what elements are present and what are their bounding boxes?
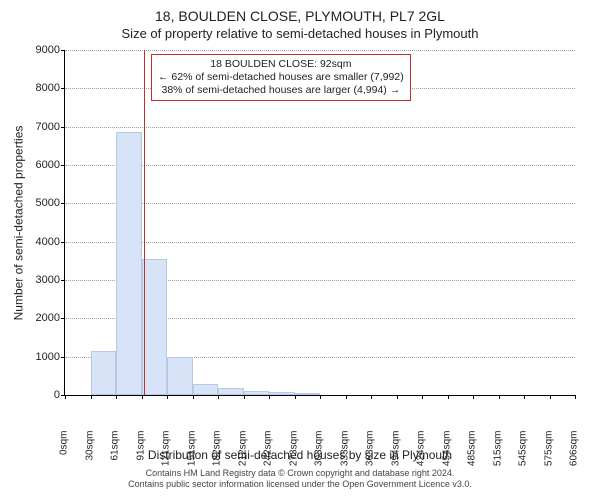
ytick-label: 8000: [8, 82, 60, 94]
annotation-line2: ← 62% of semi-detached houses are smalle…: [158, 71, 404, 84]
ytick-label: 3000: [8, 274, 60, 286]
xtick-label: 273sqm: [288, 431, 299, 481]
ytick-mark: [61, 318, 65, 319]
xtick-label: 91sqm: [135, 431, 146, 481]
chart-title-line1: 18, BOULDEN CLOSE, PLYMOUTH, PL7 2GL: [0, 8, 600, 24]
xtick-label: 242sqm: [263, 431, 274, 481]
y-axis-label: Number of semi-detached properties: [11, 125, 25, 320]
gridline-h: [65, 127, 575, 128]
annotation-box: 18 BOULDEN CLOSE: 92sqm← 62% of semi-det…: [151, 54, 411, 101]
xtick-mark: [295, 395, 296, 399]
ytick-mark: [61, 357, 65, 358]
ytick-label: 5000: [8, 197, 60, 209]
ytick-mark: [61, 165, 65, 166]
xtick-mark: [142, 395, 143, 399]
xtick-mark: [218, 395, 219, 399]
ytick-mark: [61, 242, 65, 243]
xtick-mark: [448, 395, 449, 399]
xtick-label: 394sqm: [390, 431, 401, 481]
xtick-label: 606sqm: [569, 431, 580, 481]
ytick-label: 0: [8, 389, 60, 401]
xtick-label: 0sqm: [59, 431, 70, 481]
plot-area: 18 BOULDEN CLOSE: 92sqm← 62% of semi-det…: [64, 50, 575, 396]
xtick-mark: [524, 395, 525, 399]
ytick-mark: [61, 203, 65, 204]
xtick-mark: [575, 395, 576, 399]
histogram-bar: [167, 357, 193, 395]
xtick-mark: [167, 395, 168, 399]
xtick-label: 61sqm: [110, 431, 121, 481]
xtick-label: 151sqm: [186, 431, 197, 481]
y-axis-label-wrap: Number of semi-detached properties: [10, 50, 26, 395]
ytick-label: 6000: [8, 159, 60, 171]
property-marker-line: [144, 50, 145, 395]
histogram-bar: [193, 384, 219, 396]
annotation-line1: 18 BOULDEN CLOSE: 92sqm: [158, 58, 404, 71]
gridline-h: [65, 203, 575, 204]
xtick-label: 545sqm: [518, 431, 529, 481]
xtick-mark: [422, 395, 423, 399]
histogram-bar: [244, 391, 270, 395]
xtick-label: 333sqm: [339, 431, 350, 481]
xtick-mark: [244, 395, 245, 399]
histogram-bar: [218, 388, 244, 395]
xtick-mark: [193, 395, 194, 399]
gridline-h: [65, 50, 575, 51]
xtick-mark: [397, 395, 398, 399]
xtick-mark: [346, 395, 347, 399]
xtick-mark: [550, 395, 551, 399]
histogram-bar: [269, 392, 295, 395]
ytick-label: 4000: [8, 236, 60, 248]
histogram-bar: [295, 393, 321, 395]
xtick-label: 30sqm: [84, 431, 95, 481]
xtick-mark: [269, 395, 270, 399]
xtick-mark: [473, 395, 474, 399]
gridline-h: [65, 165, 575, 166]
histogram-bar: [116, 132, 142, 395]
xtick-mark: [371, 395, 372, 399]
xtick-label: 182sqm: [212, 431, 223, 481]
ytick-label: 9000: [8, 44, 60, 56]
chart-title-line2: Size of property relative to semi-detach…: [0, 26, 600, 41]
xtick-mark: [499, 395, 500, 399]
xtick-label: 485sqm: [467, 431, 478, 481]
annotation-line3: 38% of semi-detached houses are larger (…: [158, 84, 404, 97]
xtick-label: 303sqm: [314, 431, 325, 481]
xtick-label: 424sqm: [416, 431, 427, 481]
histogram-bar: [142, 259, 168, 395]
xtick-mark: [91, 395, 92, 399]
xtick-label: 515sqm: [492, 431, 503, 481]
xtick-label: 212sqm: [237, 431, 248, 481]
ytick-mark: [61, 280, 65, 281]
xtick-label: 363sqm: [365, 431, 376, 481]
ytick-label: 2000: [8, 312, 60, 324]
xtick-label: 121sqm: [161, 431, 172, 481]
xtick-mark: [65, 395, 66, 399]
ytick-mark: [61, 50, 65, 51]
xtick-label: 454sqm: [441, 431, 452, 481]
xtick-mark: [320, 395, 321, 399]
ytick-mark: [61, 127, 65, 128]
gridline-h: [65, 242, 575, 243]
ytick-label: 7000: [8, 121, 60, 133]
histogram-bar: [91, 351, 117, 395]
ytick-label: 1000: [8, 351, 60, 363]
xtick-mark: [116, 395, 117, 399]
xtick-label: 575sqm: [543, 431, 554, 481]
ytick-mark: [61, 88, 65, 89]
